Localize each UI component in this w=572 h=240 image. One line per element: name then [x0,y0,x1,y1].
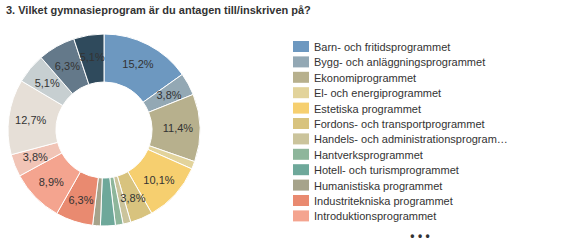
legend-label: Hotell- och turismprogrammet [314,164,459,176]
legend-swatch [293,87,309,98]
data-label: 3,8% [156,89,181,101]
data-label: 6,3% [68,194,93,206]
legend-label: Humanistiska programmet [314,180,442,192]
legend-label: Industritekniska programmet [314,195,453,207]
legend-swatch [293,72,309,83]
title: 3. Vilket gymnasieprogram är du antagen … [6,4,311,16]
legend-more: • • • [410,229,429,240]
data-label: 15,2% [122,58,153,70]
data-label: 5,1% [80,51,105,63]
legend-swatch [293,164,309,175]
data-label: 5,1% [35,77,60,89]
data-label: 12,7% [15,114,46,126]
data-labels: 15,2% 3,8% 11,4% 10,1% 3,8% 6,3% 8,9% 3,8% 12,7%… [15,51,193,206]
data-label: 6,3% [55,60,80,72]
legend-swatch [293,103,309,114]
legend: Barn- och fritidsprogrammet Bygg- och anl… [293,41,508,240]
legend-label: Hantverksprogrammet [314,149,423,161]
legend-label: Handels- och administrationsprogram… [314,133,508,145]
data-label: 10,1% [143,174,174,186]
data-label: 3,8% [23,151,48,163]
legend-label: Barn- och fritidsprogrammet [314,41,450,53]
data-label: 3,8% [120,192,145,204]
chart: 3. Vilket gymnasieprogram är du antagen … [0,0,572,240]
legend-swatch [293,118,309,129]
legend-swatch [293,180,309,191]
legend-swatch [293,210,309,221]
legend-swatch [293,41,309,52]
slice [104,34,182,102]
legend-label: Fordons- och transportprogrammet [314,118,485,130]
legend-swatch [293,149,309,160]
data-label: 8,9% [39,176,64,188]
legend-label: Introduktionsprogrammet [314,210,436,222]
data-label: 11,4% [163,122,194,134]
legend-label: El- och energiprogrammet [314,87,441,99]
legend-label: Bygg- och anläggningsprogrammet [314,56,485,68]
legend-swatch [293,56,309,67]
legend-label: Estetiska programmet [314,103,421,115]
slices [8,34,200,226]
legend-swatch [293,195,309,206]
slice [100,178,115,226]
legend-swatch [293,133,309,144]
legend-label: Ekonomiprogrammet [314,72,416,84]
